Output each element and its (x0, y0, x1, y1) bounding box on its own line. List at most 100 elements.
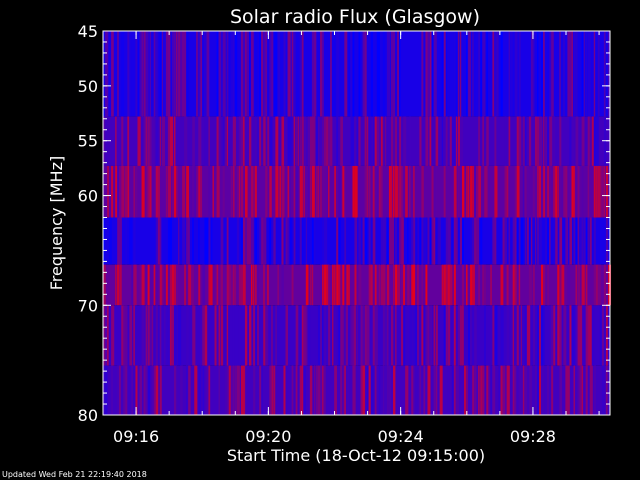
spectro-streak (240, 31, 244, 117)
spectro-streak (121, 305, 124, 366)
spectro-streak (571, 31, 574, 117)
spectro-streak (435, 305, 438, 366)
spectro-streak (198, 116, 202, 166)
spectro-streak (188, 365, 191, 415)
spectro-streak (571, 305, 574, 366)
spectro-streak (553, 116, 556, 166)
spectro-streak (459, 116, 464, 166)
spectro-streak (443, 165, 446, 218)
spectro-streak (557, 264, 561, 306)
spectro-streak (431, 165, 435, 218)
spectro-streak (176, 31, 178, 117)
spectro-streak (137, 31, 140, 117)
x-tick-label: 09:20 (245, 427, 291, 446)
spectro-streak (386, 165, 390, 218)
spectro-streak (374, 264, 377, 306)
spectro-streak (145, 264, 148, 306)
spectro-streak (159, 365, 162, 415)
spectro-streak (133, 217, 136, 265)
spectro-streak (549, 217, 551, 265)
spectro-streak (401, 264, 404, 306)
spectro-streak (117, 165, 120, 218)
spectro-streak (287, 31, 291, 117)
spectro-streak (480, 264, 483, 306)
spectro-streak (443, 116, 446, 166)
spectro-streak (605, 217, 608, 265)
spectro-streak (176, 165, 178, 218)
spectro-streak (581, 365, 584, 415)
spectro-streak (478, 116, 480, 166)
spectro-streak (478, 31, 481, 117)
spectro-streak (206, 31, 210, 117)
spectro-streak (384, 365, 388, 415)
spectro-streak (569, 305, 573, 366)
spectro-streak (526, 217, 530, 265)
spectro-streak (234, 31, 238, 117)
spectro-streak (461, 305, 464, 366)
spectro-streak (370, 31, 374, 117)
spectro-streak (401, 217, 404, 265)
spectro-streak (579, 305, 583, 366)
spectro-streak (571, 116, 575, 166)
axes: 45 50 55 60 70 80 09:16 09:20 09:24 09:28 (78, 22, 610, 446)
spectro-streak (226, 365, 230, 415)
spectro-streak (299, 365, 303, 415)
spectro-streak (155, 31, 158, 117)
spectro-streak (125, 305, 128, 366)
spectro-streak (103, 305, 106, 366)
spectro-streak (425, 116, 429, 166)
spectro-streak (401, 305, 404, 366)
spectro-streak (311, 217, 314, 265)
spectro-streak (228, 264, 232, 306)
spectro-streak (421, 264, 424, 306)
spectro-streak (364, 116, 367, 166)
spectro-streak (232, 165, 235, 218)
spectro-streak (232, 116, 236, 166)
spectro-streak (541, 31, 544, 117)
spectro-streak (332, 31, 336, 117)
spectro-streak (311, 165, 315, 218)
spectro-streak (358, 116, 361, 166)
spectro-streak (291, 31, 294, 117)
spectro-streak (486, 165, 488, 218)
spectro-streak (208, 264, 212, 306)
spectro-streak (192, 217, 194, 265)
spectro-streak (338, 217, 341, 265)
spectro-streak (390, 217, 395, 265)
spectro-streak (441, 31, 445, 117)
spectro-streak (470, 264, 473, 306)
spectro-streak (360, 365, 364, 415)
spectro-streak (192, 305, 196, 366)
spectro-streak (415, 365, 418, 415)
spectro-streak (506, 305, 510, 366)
spectro-streak (263, 116, 266, 166)
spectro-streak (319, 264, 323, 306)
spectro-streak (484, 264, 486, 306)
spectro-streak (587, 305, 591, 366)
spectro-streak (149, 116, 152, 166)
spectro-streak (565, 165, 569, 218)
spectro-streak (311, 264, 314, 306)
spectro-streak (447, 305, 451, 366)
spectro-streak (167, 217, 171, 265)
spectro-streak (569, 116, 573, 166)
spectro-streak (539, 305, 541, 366)
spectro-streak (354, 217, 358, 265)
spectro-streak (443, 217, 446, 265)
spectro-streak (153, 264, 156, 306)
spectro-streak (224, 116, 227, 166)
spectro-streak (575, 116, 579, 166)
spectro-streak (461, 217, 465, 265)
spectro-streak (541, 365, 545, 415)
spectro-streak (522, 165, 525, 218)
spectro-streak (188, 264, 192, 306)
spectro-streak (461, 165, 465, 218)
spectro-streak (451, 217, 454, 265)
spectro-streak (105, 305, 108, 366)
spectro-streak (200, 165, 203, 218)
spectro-streak (530, 31, 534, 117)
spectro-streak (216, 116, 220, 166)
spectro-streak (561, 264, 565, 306)
spectro-streak (234, 305, 239, 366)
